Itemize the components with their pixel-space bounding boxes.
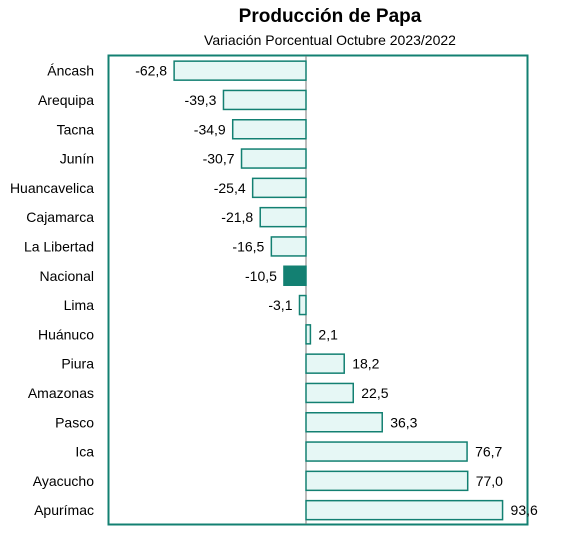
value-label: 77,0 — [476, 473, 503, 489]
value-label: -25,4 — [214, 180, 246, 196]
category-label: Junín — [60, 151, 94, 167]
value-label: -62,8 — [135, 63, 167, 79]
bar-highlight — [283, 265, 307, 286]
value-label: 18,2 — [352, 356, 379, 372]
category-label: Apurímac — [34, 502, 94, 518]
bar — [259, 206, 307, 228]
bar — [305, 412, 383, 433]
category-label: Lima — [64, 297, 95, 313]
bar — [240, 148, 307, 169]
plot-frame — [107, 54, 529, 526]
bar — [270, 236, 307, 257]
category-label: La Libertad — [24, 238, 94, 254]
value-label: -34,9 — [194, 121, 226, 137]
value-label: -16,5 — [232, 238, 264, 254]
bar — [173, 60, 307, 81]
value-label: -30,7 — [203, 151, 235, 167]
category-label: Tacna — [57, 121, 95, 137]
category-label: Arequipa — [38, 92, 94, 108]
value-label: -39,3 — [185, 92, 217, 108]
category-label: Piura — [61, 356, 94, 372]
category-label: Huánuco — [38, 326, 94, 342]
bar — [298, 294, 307, 316]
category-label: Huancavelica — [10, 180, 94, 196]
category-label: Ayacucho — [33, 473, 94, 489]
value-label: -3,1 — [268, 297, 292, 313]
bars-group: Áncash -62,8 Arequipa -39,3 Tacna -34,9 Junín -… — [10, 60, 538, 521]
bar — [305, 441, 468, 462]
bar — [305, 382, 354, 404]
value-label: 76,7 — [475, 444, 502, 460]
category-label: Cajamarca — [26, 209, 94, 225]
category-label: Áncash — [47, 63, 94, 79]
category-label: Nacional — [40, 268, 94, 284]
value-label: 22,5 — [361, 385, 388, 401]
category-label: Amazonas — [28, 385, 94, 401]
bar — [251, 177, 307, 199]
category-label: Pasco — [55, 414, 94, 430]
bar — [305, 324, 312, 345]
value-label: 2,1 — [318, 326, 338, 342]
bar — [305, 353, 345, 374]
value-label: -10,5 — [245, 268, 277, 284]
chart-subtitle: Variación Porcentual Octubre 2023/2022 — [204, 32, 456, 48]
bar — [305, 499, 504, 521]
bar — [305, 470, 469, 492]
value-label: 36,3 — [390, 414, 417, 430]
category-label: Ica — [75, 444, 94, 460]
chart-title: Producción de Papa — [238, 6, 422, 27]
value-label: 93,6 — [511, 502, 538, 518]
bar — [222, 89, 307, 111]
bar — [231, 119, 307, 140]
value-label: -21,8 — [221, 209, 253, 225]
